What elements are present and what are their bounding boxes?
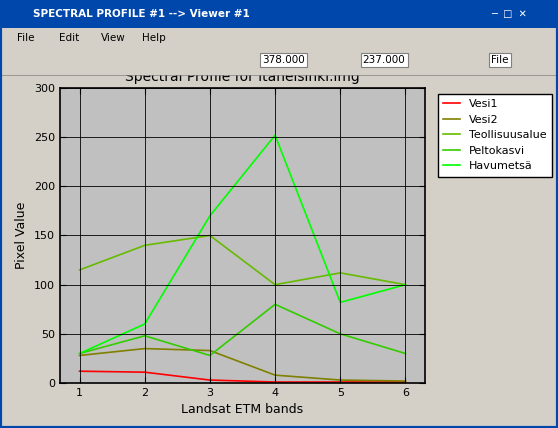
Teollisuusalue — [76, 268, 83, 273]
Vesi2 — [76, 353, 83, 358]
Text: File: File — [17, 33, 34, 43]
Text: 378.000: 378.000 — [262, 55, 305, 65]
Peltokasvi — [206, 353, 213, 358]
Title: Spectral Profile for itahelsinki.img: Spectral Profile for itahelsinki.img — [125, 70, 360, 84]
Havumetsä — [337, 300, 344, 305]
Line: Havumetsä: Havumetsä — [80, 135, 406, 354]
Line: Vesi2: Vesi2 — [80, 348, 406, 381]
Text: SPECTRAL PROFILE #1 --> Viewer #1: SPECTRAL PROFILE #1 --> Viewer #1 — [33, 9, 250, 19]
Vesi2 — [272, 372, 278, 377]
X-axis label: Landsat ETM bands: Landsat ETM bands — [181, 404, 304, 416]
Vesi2 — [402, 378, 409, 383]
Teollisuusalue — [272, 282, 278, 287]
Line: Teollisuusalue: Teollisuusalue — [80, 235, 406, 285]
Vesi2 — [206, 348, 213, 353]
Teollisuusalue — [206, 233, 213, 238]
Havumetsä — [402, 282, 409, 287]
Peltokasvi — [402, 351, 409, 356]
Legend: Vesi1, Vesi2, Teollisuusalue, Peltokasvi, Havumetsä: Vesi1, Vesi2, Teollisuusalue, Peltokasvi… — [438, 94, 552, 177]
Vesi1 — [402, 380, 409, 385]
Peltokasvi — [141, 333, 148, 339]
Y-axis label: Pixel Value: Pixel Value — [16, 202, 28, 269]
Peltokasvi — [272, 302, 278, 307]
Vesi1 — [76, 369, 83, 374]
Vesi1 — [272, 380, 278, 385]
Text: File: File — [491, 55, 508, 65]
Peltokasvi — [337, 331, 344, 336]
Havumetsä — [206, 213, 213, 218]
Text: Help: Help — [142, 33, 166, 43]
Vesi1 — [141, 370, 148, 375]
Text: 237.000: 237.000 — [363, 55, 406, 65]
Vesi1 — [206, 377, 213, 383]
Havumetsä — [76, 351, 83, 356]
Teollisuusalue — [337, 270, 344, 276]
Line: Peltokasvi: Peltokasvi — [80, 304, 406, 356]
Text: ─  □  ✕: ─ □ ✕ — [491, 9, 527, 19]
Line: Vesi1: Vesi1 — [80, 371, 406, 382]
Peltokasvi — [76, 351, 83, 356]
Teollisuusalue — [141, 243, 148, 248]
Havumetsä — [141, 321, 148, 327]
Text: View: View — [100, 33, 125, 43]
Havumetsä — [272, 133, 278, 138]
Vesi2 — [337, 377, 344, 383]
Vesi2 — [141, 346, 148, 351]
Teollisuusalue — [402, 282, 409, 287]
Vesi1 — [337, 380, 344, 385]
Text: Edit: Edit — [59, 33, 79, 43]
